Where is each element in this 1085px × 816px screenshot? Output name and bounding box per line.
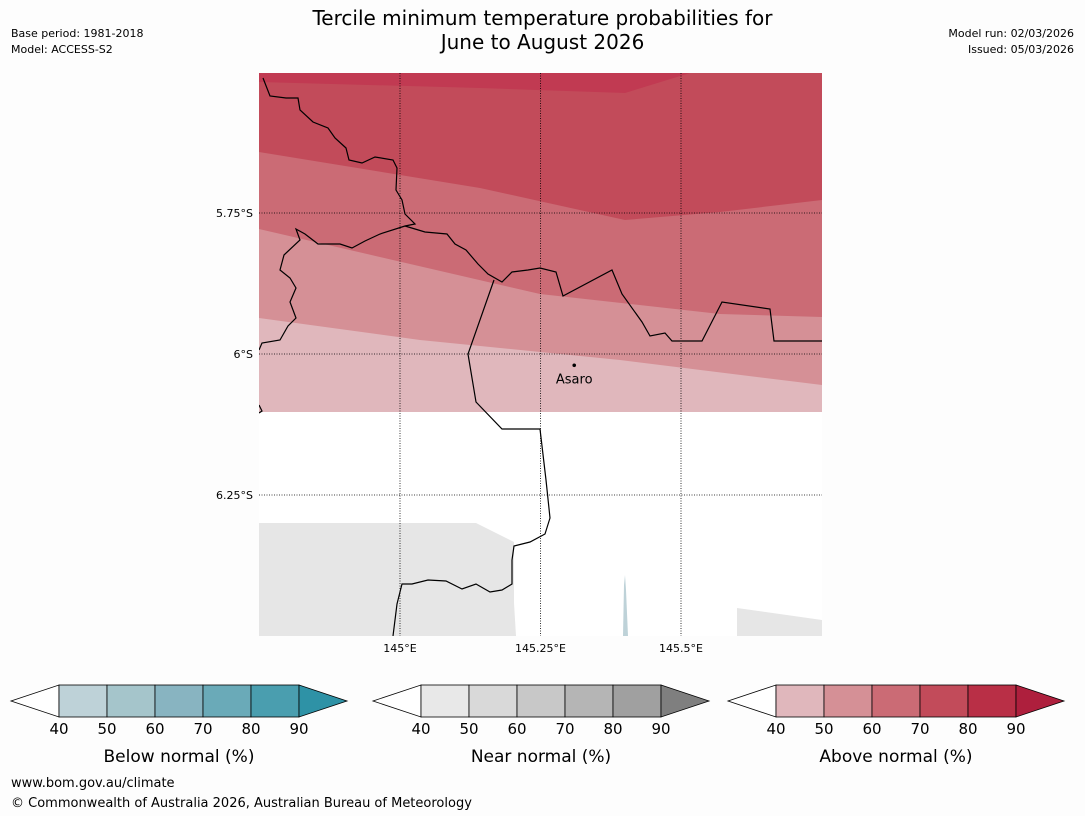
legend-tick-label: 80 <box>958 720 977 738</box>
colour-legends: 40 50 60 70 80 90 Below normal (%) 40 50 60 70 80 90… <box>9 684 1066 767</box>
lon-label: 145.25°E <box>515 642 566 655</box>
title-line-1: Tercile minimum temperature probabilitie… <box>312 6 773 30</box>
map-area <box>259 73 822 636</box>
footer: www.bom.gov.au/climate © Commonwealth of… <box>11 774 472 814</box>
legend-tick-label: 40 <box>411 720 430 738</box>
issued-date: Issued: 05/03/2026 <box>967 43 1074 56</box>
legend-swatch <box>775 684 825 718</box>
legend-tick-label: 70 <box>555 720 574 738</box>
legend-tick-label: 90 <box>289 720 308 738</box>
border-line-ridge <box>404 225 822 342</box>
legend-tick-label: 80 <box>241 720 260 738</box>
lat-label: 6.25°S <box>216 489 253 502</box>
legend-tick-label: 50 <box>814 720 833 738</box>
below-normal-sliver <box>623 575 628 636</box>
lon-label: 145.5°E <box>659 642 703 655</box>
lat-label: 6°S <box>234 348 253 361</box>
legend-swatch <box>468 684 518 718</box>
legend-tick-label: 90 <box>1006 720 1025 738</box>
legend-tick-label: 60 <box>507 720 526 738</box>
footer-url: www.bom.gov.au/climate <box>11 776 175 791</box>
legend-high-arrow <box>298 684 349 718</box>
legend-title: Near normal (%) <box>471 747 611 767</box>
meta-right: Model run: 02/03/2026 Issued: 05/03/2026 <box>948 26 1074 58</box>
legend-swatch <box>58 684 108 718</box>
legend-low-arrow <box>726 684 777 718</box>
legend-low-arrow <box>9 684 60 718</box>
model-run: Model run: 02/03/2026 <box>948 27 1074 40</box>
legend-high-arrow <box>660 684 711 718</box>
place-dot <box>572 363 577 368</box>
border-line-corner <box>259 404 263 414</box>
legend-title: Above normal (%) <box>819 747 972 767</box>
base-period: Base period: 1981-2018 <box>11 27 144 40</box>
legend-tick-label: 80 <box>603 720 622 738</box>
legend-swatch <box>420 684 470 718</box>
legend-tick-label: 40 <box>766 720 785 738</box>
footer-copyright: © Commonwealth of Australia 2026, Austra… <box>11 796 472 811</box>
legend-swatch <box>106 684 156 718</box>
legend-swatch <box>919 684 969 718</box>
legend-high-arrow <box>1015 684 1066 718</box>
legend-tick-label: 70 <box>193 720 212 738</box>
meta-left: Base period: 1981-2018 Model: ACCESS-S2 <box>11 26 143 58</box>
legend-swatch <box>202 684 252 718</box>
above-90-band <box>259 73 690 93</box>
legend-below: 40 50 60 70 80 90 Below normal (%) <box>9 684 349 767</box>
legend-low-arrow <box>371 684 422 718</box>
border-line-south <box>392 279 551 636</box>
axis-labels: 5.75°S 6°S 6.25°S 145°E 145.25°E 145.5°E <box>216 207 703 655</box>
legend-swatch <box>516 684 566 718</box>
legend-swatch <box>823 684 873 718</box>
legend-swatch <box>154 684 204 718</box>
legend-tick-label: 50 <box>459 720 478 738</box>
legend-swatch <box>250 684 300 718</box>
legend-tick-label: 70 <box>910 720 929 738</box>
place-marker: Asaro <box>556 363 593 387</box>
legend-tick-label: 60 <box>145 720 164 738</box>
legend-tick-label: 60 <box>862 720 881 738</box>
legend-swatch <box>564 684 614 718</box>
lat-label: 5.75°S <box>216 207 253 220</box>
place-label: Asaro <box>556 372 593 387</box>
legend-above: 40 50 60 70 80 90 Above normal (%) <box>726 684 1066 767</box>
legend-swatch <box>967 684 1017 718</box>
legend-swatch <box>612 684 662 718</box>
near-normal-region-2 <box>737 608 822 636</box>
legend-title: Below normal (%) <box>104 747 255 767</box>
title-line-2: June to August 2026 <box>440 30 645 54</box>
near-normal-region-1 <box>259 523 516 636</box>
legend-tick-label: 90 <box>651 720 670 738</box>
legend-tick-label: 50 <box>97 720 116 738</box>
legend-near: 40 50 60 70 80 90 Near normal (%) <box>371 684 711 767</box>
legend-tick-label: 40 <box>49 720 68 738</box>
model-name: Model: ACCESS-S2 <box>11 43 113 56</box>
chart-title: Tercile minimum temperature probabilitie… <box>0 6 1085 54</box>
legend-swatch <box>871 684 921 718</box>
lon-label: 145°E <box>383 642 416 655</box>
